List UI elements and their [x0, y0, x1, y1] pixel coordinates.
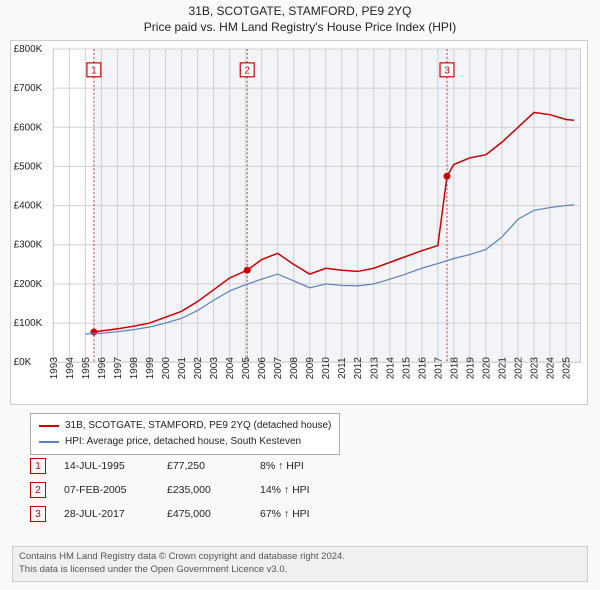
x-tick-label: 1995	[81, 357, 92, 380]
sales-price: £235,000	[167, 484, 242, 496]
x-tick-label: 2012	[353, 357, 364, 380]
sales-pct: 67% ↑ HPI	[260, 508, 350, 520]
x-tick-label: 2001	[177, 357, 188, 380]
legend-label: 31B, SCOTGATE, STAMFORD, PE9 2YQ (detach…	[65, 418, 331, 434]
sales-index-box: 1	[30, 458, 46, 474]
x-tick-label: 2015	[401, 357, 412, 380]
legend-label: HPI: Average price, detached house, Sout…	[65, 434, 301, 450]
sales-table: 1 14-JUL-1995 £77,250 8% ↑ HPI 2 07-FEB-2005 £…	[30, 458, 350, 530]
y-tick-label: £400K	[14, 201, 43, 212]
x-tick-label: 1999	[145, 357, 156, 380]
legend-swatch	[39, 425, 59, 427]
sales-pct: 8% ↑ HPI	[260, 460, 350, 472]
series-marker	[244, 267, 251, 274]
x-tick-label: 2003	[209, 357, 220, 380]
x-tick-label: 2022	[513, 357, 524, 380]
series-marker	[444, 173, 451, 180]
sales-row: 1 14-JUL-1995 £77,250 8% ↑ HPI	[30, 458, 350, 474]
sales-index-box: 3	[30, 506, 46, 522]
x-tick-label: 2020	[481, 357, 492, 380]
x-tick-label: 2005	[241, 357, 252, 380]
chart-area: £0K £100K £200K £300K £400K £500K £600K £700K £8…	[10, 40, 588, 405]
y-tick-label: £200K	[14, 279, 43, 290]
x-tick-label: 2016	[417, 357, 428, 380]
sales-row: 3 28-JUL-2017 £475,000 67% ↑ HPI	[30, 506, 350, 522]
sales-date: 07-FEB-2005	[64, 484, 149, 496]
legend-swatch	[39, 441, 59, 443]
y-tick-label: £700K	[14, 83, 43, 94]
reference-marker-label: 3	[444, 65, 450, 76]
sales-price: £475,000	[167, 508, 242, 520]
legend-row: 31B, SCOTGATE, STAMFORD, PE9 2YQ (detach…	[39, 418, 331, 434]
x-tick-label: 2024	[545, 357, 556, 380]
x-tick-label: 1994	[65, 357, 76, 380]
chart-svg: £0K £100K £200K £300K £400K £500K £600K £700K £8…	[10, 40, 588, 405]
legend-row: HPI: Average price, detached house, Sout…	[39, 434, 331, 450]
y-tick-label: £500K	[14, 161, 43, 172]
sales-pct: 14% ↑ HPI	[260, 484, 350, 496]
x-tick-label: 1996	[97, 357, 108, 380]
x-tick-label: 1993	[49, 357, 60, 380]
x-tick-label: 2010	[321, 357, 332, 380]
x-tick-label: 2021	[497, 357, 508, 380]
y-tick-label: £600K	[14, 122, 43, 133]
footer-line-1: Contains HM Land Registry data © Crown c…	[19, 551, 581, 564]
y-tick-label: £0K	[14, 357, 32, 368]
x-tick-label: 2002	[193, 357, 204, 380]
x-tick-label: 2000	[161, 357, 172, 380]
x-tick-label: 2017	[433, 357, 444, 380]
y-tick-label: £100K	[14, 318, 43, 329]
x-tick-label: 2018	[449, 357, 460, 380]
sales-date: 28-JUL-2017	[64, 508, 149, 520]
x-tick-label: 1997	[113, 357, 124, 380]
x-tick-label: 1998	[129, 357, 140, 380]
sales-row: 2 07-FEB-2005 £235,000 14% ↑ HPI	[30, 482, 350, 498]
sales-price: £77,250	[167, 460, 242, 472]
title-sub: Price paid vs. HM Land Registry's House …	[0, 20, 600, 34]
footer: Contains HM Land Registry data © Crown c…	[12, 546, 588, 582]
y-tick-label: £800K	[14, 44, 43, 55]
legend: 31B, SCOTGATE, STAMFORD, PE9 2YQ (detach…	[30, 413, 340, 455]
x-tick-label: 2025	[562, 357, 573, 380]
reference-marker-label: 2	[244, 65, 250, 76]
x-tick-label: 2013	[369, 357, 380, 380]
x-tick-label: 2006	[257, 357, 268, 380]
x-tick-label: 2009	[305, 357, 316, 380]
title-main: 31B, SCOTGATE, STAMFORD, PE9 2YQ	[0, 4, 600, 18]
footer-line-2: This data is licensed under the Open Gov…	[19, 564, 581, 577]
x-tick-label: 2011	[337, 357, 348, 379]
series-marker	[90, 328, 97, 335]
x-tick-label: 2008	[289, 357, 300, 380]
x-tick-label: 2007	[273, 357, 284, 380]
y-tick-label: £300K	[14, 240, 43, 251]
x-tick-label: 2014	[385, 357, 396, 380]
x-tick-label: 2019	[465, 357, 476, 380]
x-tick-label: 2004	[225, 357, 236, 380]
sales-date: 14-JUL-1995	[64, 460, 149, 472]
sales-index-box: 2	[30, 482, 46, 498]
reference-marker-label: 1	[91, 65, 97, 76]
x-tick-label: 2023	[529, 357, 540, 380]
